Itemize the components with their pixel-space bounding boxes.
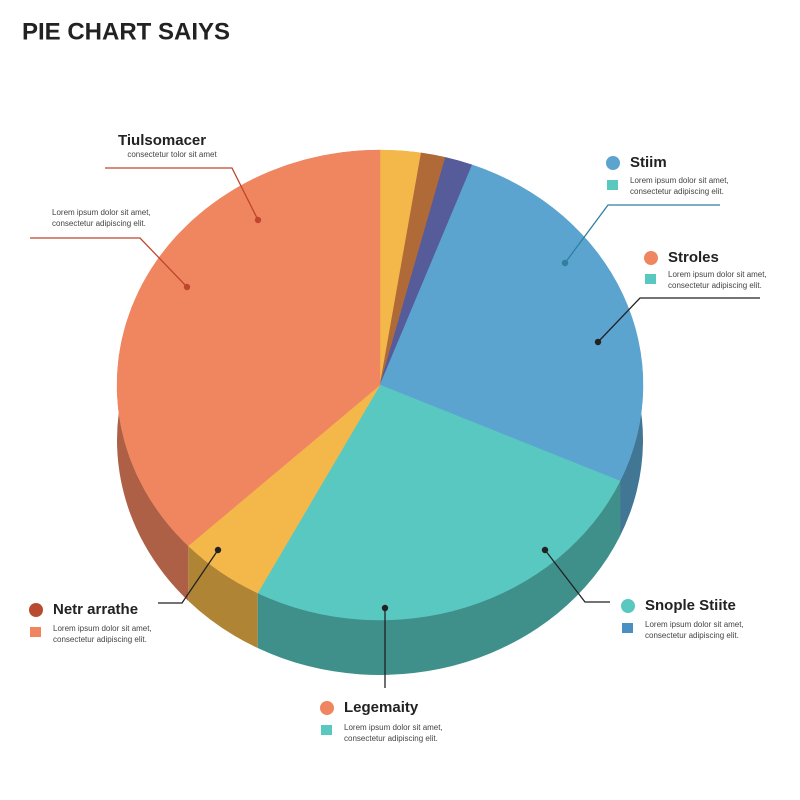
- leader-line: [564, 204, 720, 264]
- annotation-text: consectetur adipiscing elit.: [630, 187, 724, 196]
- slice: [379, 164, 644, 482]
- leader-line: [30, 237, 188, 288]
- legend-square: [321, 725, 332, 735]
- leader-dot: [594, 338, 602, 346]
- pie-tops: [116, 149, 644, 621]
- leader-dot: [254, 216, 262, 224]
- leader-line: [597, 297, 760, 343]
- slice-side: [257, 481, 621, 675]
- annotation-text: Lorem ipsum dolor sit amet,: [645, 620, 744, 629]
- leader-line: [105, 167, 259, 221]
- annotation: Legemaity Lorem ipsum dolor sit amet, cons…: [320, 604, 443, 743]
- annotation-text: consectetur adipiscing elit.: [645, 631, 739, 640]
- leader-dot: [381, 604, 389, 612]
- annotation: Stroles Lorem ipsum dolor sit amet, consec…: [594, 249, 767, 346]
- annotation-title: Legemaity: [344, 699, 419, 716]
- annotation-text: consectetur tolor sit amet: [127, 150, 217, 159]
- leader-dot: [214, 546, 222, 554]
- slice: [116, 149, 381, 547]
- annotation: Snople Stiite Lorem ipsum dolor sit amet,…: [541, 546, 744, 640]
- legend-dot: [320, 701, 334, 715]
- annotation-title: Stiim: [630, 154, 667, 171]
- annotation: Lorem ipsum dolor sit amet, consectetur a…: [30, 208, 191, 291]
- legend-square: [30, 627, 41, 637]
- annotation-title: Netr arrathe: [53, 601, 138, 618]
- slice-side: [188, 545, 258, 649]
- leader-line: [158, 549, 219, 604]
- annotation-title: Tiulsomacer: [118, 132, 206, 149]
- legend-dot: [621, 599, 635, 613]
- annotation-text: Lorem ipsum dolor sit amet,: [668, 270, 767, 279]
- leader-dot: [183, 283, 191, 291]
- annotation-text: consectetur adipiscing elit.: [53, 635, 147, 644]
- annotation-text: Lorem ipsum dolor sit amet,: [53, 624, 152, 633]
- annotation-title: Stroles: [668, 249, 719, 266]
- annotation-text: Lorem ipsum dolor sit amet,: [52, 208, 151, 217]
- legend-dot: [29, 603, 43, 617]
- slice: [257, 384, 621, 621]
- legend-square: [622, 623, 633, 633]
- annotation-title: Snople Stiite: [645, 597, 736, 614]
- annotation-text: Lorem ipsum dolor sit amet,: [630, 176, 729, 185]
- leader-line: [544, 549, 610, 603]
- annotation-text: Lorem ipsum dolor sit amet,: [344, 723, 443, 732]
- legend-square: [607, 180, 618, 190]
- annotation: Stiim Lorem ipsum dolor sit amet, consecte…: [561, 154, 729, 267]
- leader-dot: [541, 546, 549, 554]
- chart-title: PIE CHART SAIYS: [22, 18, 230, 45]
- annotation: Netr arrathe Lorem ipsum dolor sit amet, c…: [29, 546, 222, 644]
- annotation-text: consectetur adipiscing elit.: [344, 734, 438, 743]
- legend-dot: [606, 156, 620, 170]
- legend-square: [645, 274, 656, 284]
- annotation-text: consectetur adipiscing elit.: [52, 219, 146, 228]
- annotation-text: consectetur adipiscing elit.: [668, 281, 762, 290]
- leader-dot: [561, 259, 569, 267]
- legend-dot: [644, 251, 658, 265]
